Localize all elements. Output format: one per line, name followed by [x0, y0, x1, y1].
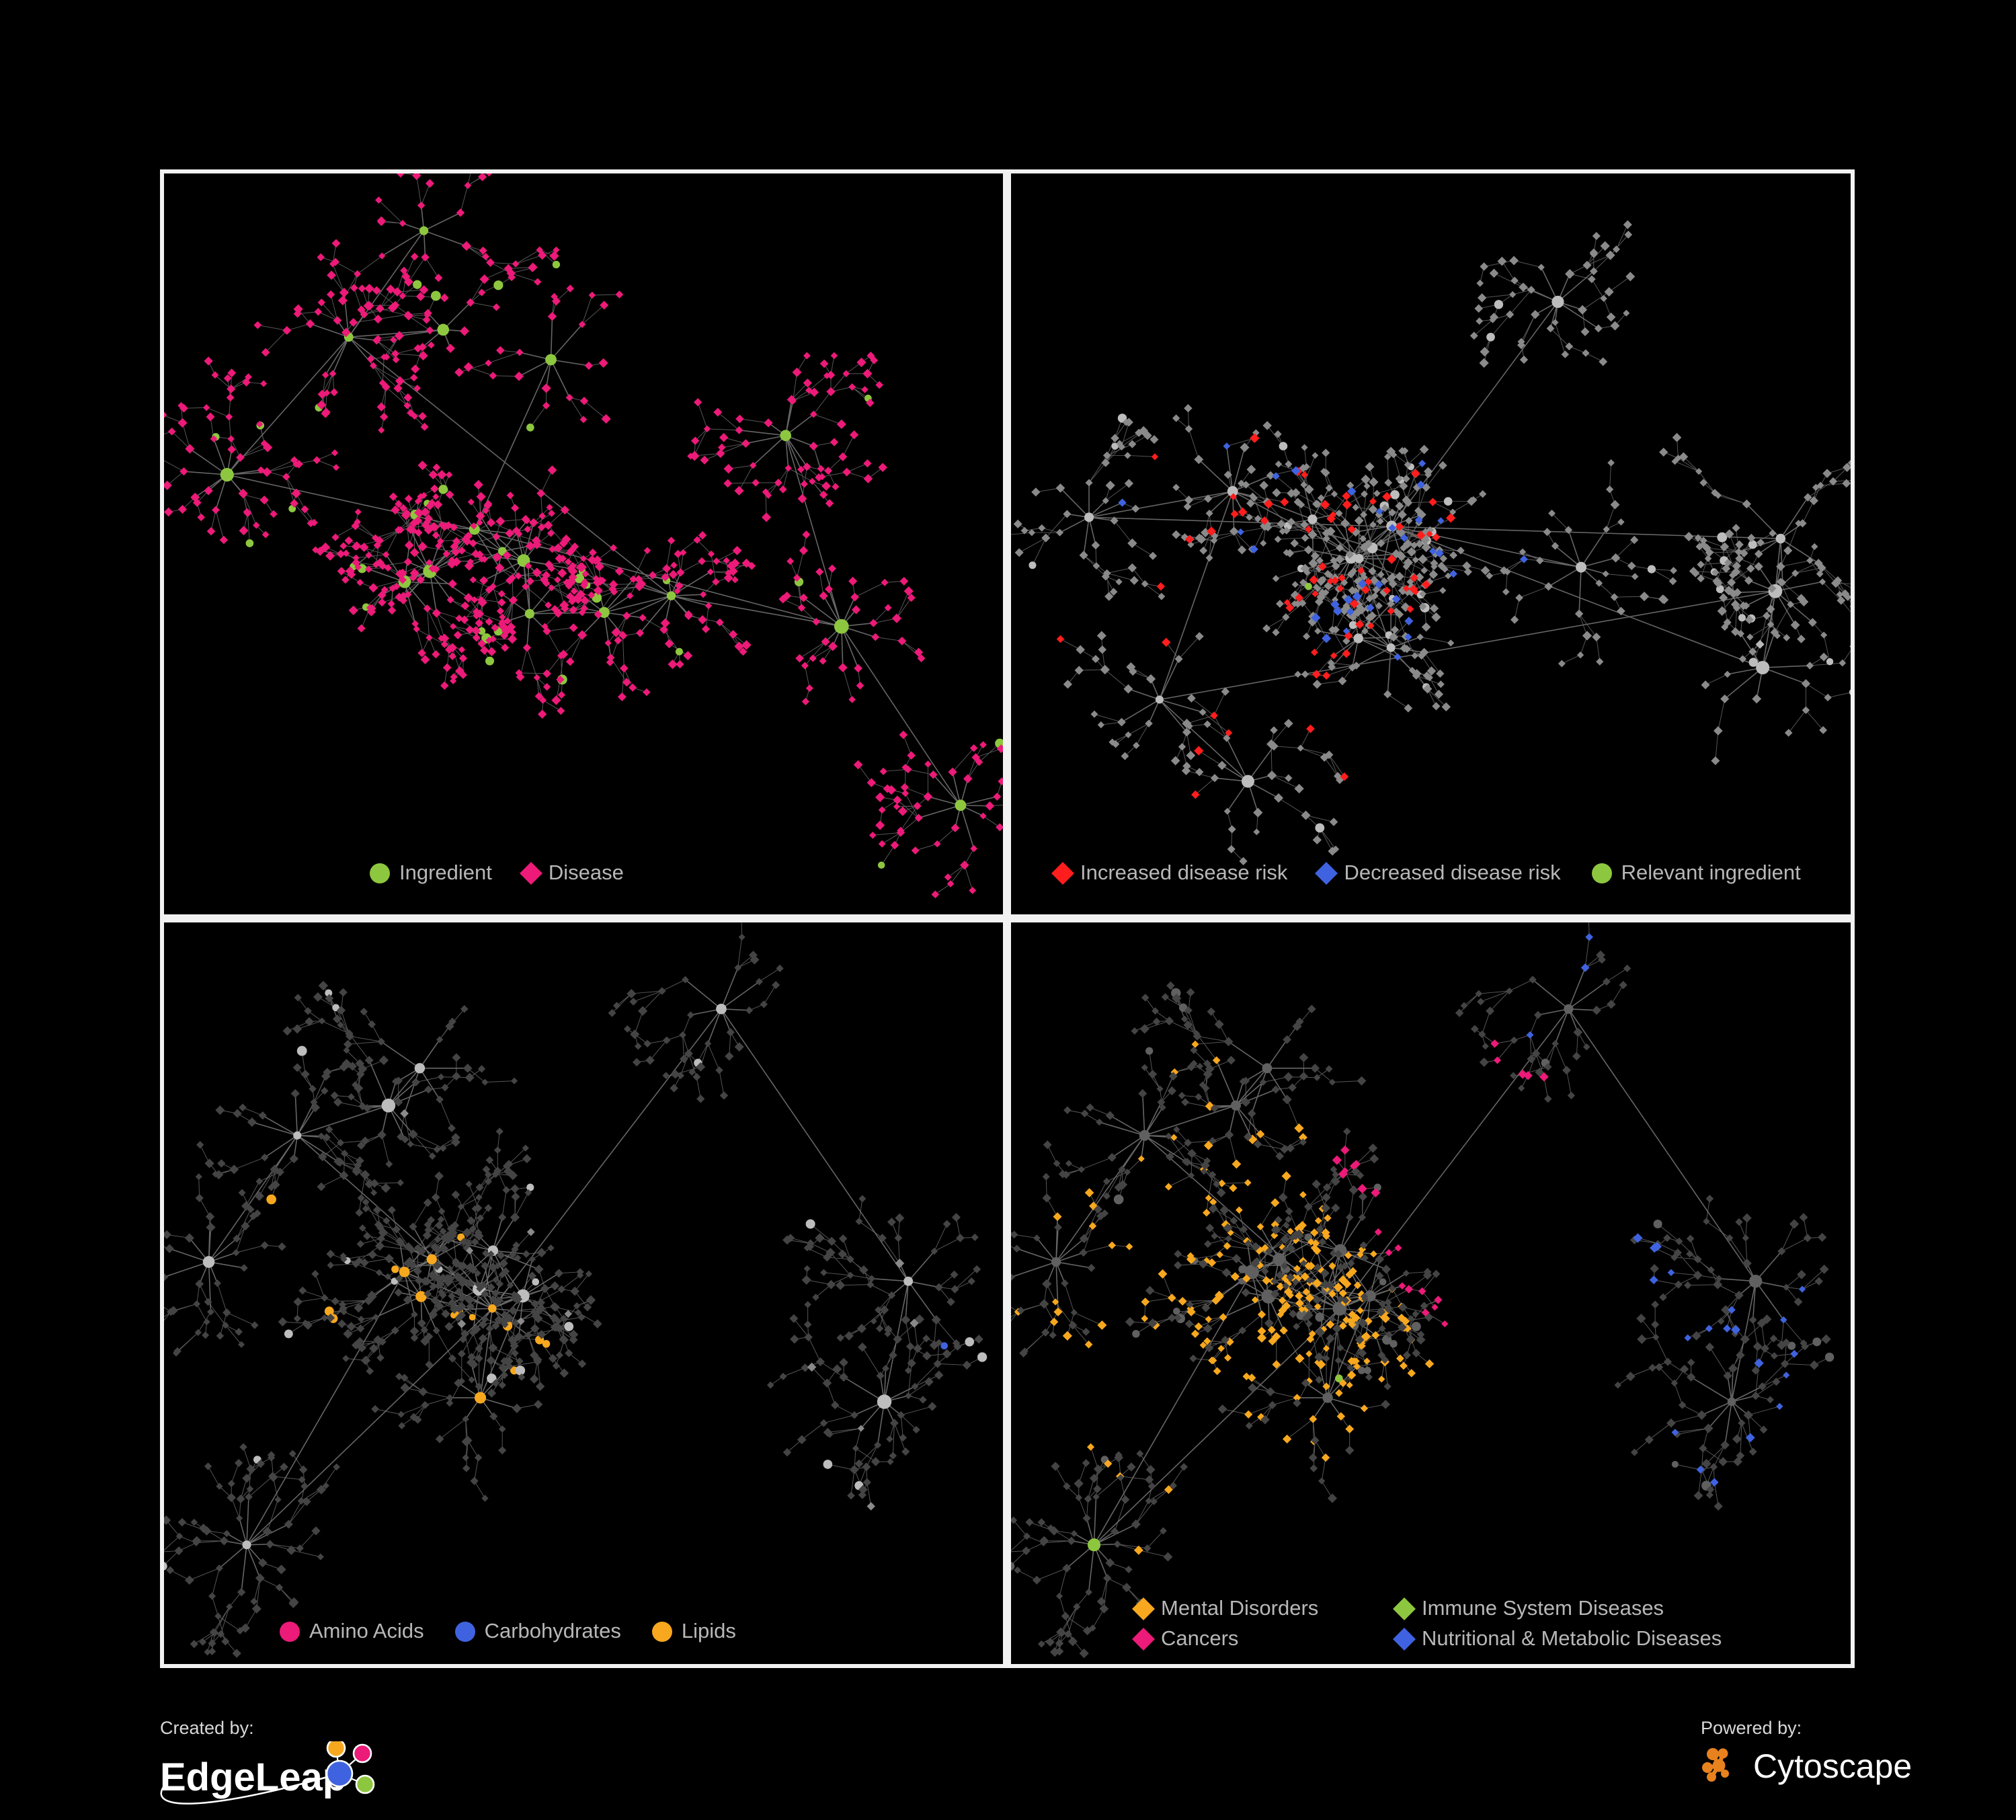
svg-text:EdgeLeap: EdgeLeap	[160, 1755, 346, 1799]
